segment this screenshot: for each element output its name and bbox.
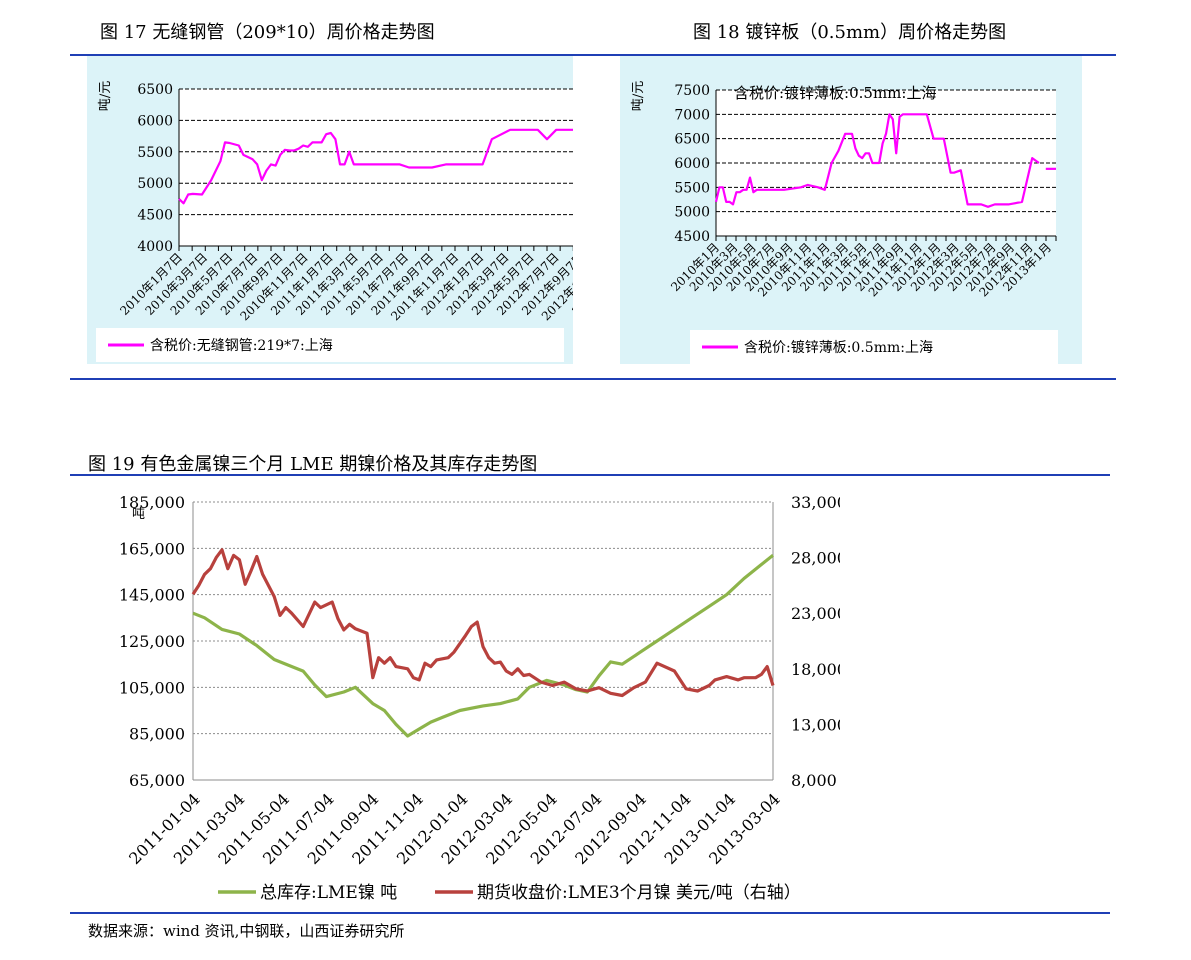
y-tick-label: 6000	[674, 156, 710, 172]
y-unit-label: 吨/元	[631, 81, 646, 111]
y-right-tick-label: 23,000	[791, 604, 840, 623]
fig19-title: 图 19 有色金属镍三个月 LME 期镍价格及其库存走势图	[88, 454, 538, 475]
legend-box	[690, 330, 1058, 364]
y-tick-label: 5000	[137, 176, 173, 192]
y-tick-label: 4500	[674, 229, 710, 245]
y-right-tick-label: 18,000	[791, 660, 840, 679]
fig17-chart: 4000 4500 5000 5500 6000 6500 吨/元 2010年1月7日 2010…	[87, 56, 640, 364]
y-tick-label: 7500	[674, 83, 710, 99]
y-tick-label: 5000	[674, 205, 710, 221]
y-left-tick-label: 85,000	[129, 725, 185, 744]
legend-label: 含税价:镀锌薄板:0.5mm:上海	[744, 339, 933, 356]
y-left-tick-label: 145,000	[119, 586, 185, 605]
fig17-svg: 400045005000550060006500吨/元2010年1月7日2010…	[87, 56, 640, 364]
price-line	[191, 548, 775, 698]
legend-label: 含税价:无缝钢管:219*7:上海	[150, 338, 333, 354]
legend-label-inventory: 总库存:LME镍 吨	[260, 883, 397, 903]
legend-label-price: 期货收盘价:LME3个月镍 美元/吨（右轴）	[477, 883, 801, 903]
y-left-tick-label: 185,000	[119, 493, 185, 512]
legend-box	[96, 328, 564, 362]
y-tick-label: 4500	[137, 208, 173, 224]
fig18-chart: 4500 5000 5500 6000 6500 7000 7500 吨/元 2010年1月 20…	[620, 56, 1082, 364]
y-unit-label: 吨/元	[98, 81, 113, 111]
y-tick-label: 6500	[137, 82, 173, 98]
y-left-tick-label: 105,000	[119, 678, 185, 697]
mid-divider	[70, 378, 1116, 380]
fig19-divider	[70, 474, 1110, 476]
y-tick-label: 7000	[674, 107, 710, 123]
price-line	[714, 113, 1040, 208]
fig17-title: 图 17 无缝钢管（209*10）周价格走势图	[100, 22, 435, 43]
plot-area	[179, 89, 639, 246]
fig18-svg: 4500500055006000650070007500吨/元2010年1月20…	[620, 56, 1082, 364]
y-left-tick-label: 125,000	[119, 632, 185, 651]
y-left-tick-label: 165,000	[119, 539, 185, 558]
y-left-unit-label: 吨	[132, 507, 145, 522]
y-left-tick-label: 65,000	[129, 771, 185, 790]
inventory-line	[192, 554, 774, 738]
y-right-tick-label: 33,000	[791, 493, 840, 512]
y-right-tick-label: 8,000	[791, 771, 837, 790]
y-tick-label: 5500	[137, 145, 173, 161]
y-right-tick-label: 28,000	[791, 549, 840, 568]
price-line	[178, 128, 639, 244]
top-divider	[70, 54, 1116, 56]
y-tick-label: 5500	[674, 180, 710, 196]
y-tick-label: 6000	[137, 113, 173, 129]
bottom-divider	[70, 912, 1110, 914]
fig19-chart: 65,000 85,000 105,000 125,000 145,000 165,000…	[80, 480, 847, 910]
y-tick-label: 6500	[674, 132, 710, 148]
source-note: 数据来源：wind 资讯,中钢联，山西证券研究所	[88, 922, 405, 940]
fig19-svg: 65,000 85,000 105,000 125,000 145,000 165,000…	[119, 493, 847, 903]
fig18-title: 图 18 镀锌板（0.5mm）周价格走势图	[693, 22, 1007, 43]
y-tick-label: 4000	[137, 239, 173, 255]
series-annotation: 含税价:镀锌薄板:0.5mm:上海	[734, 84, 936, 102]
y-right-tick-label: 13,000	[791, 715, 840, 734]
